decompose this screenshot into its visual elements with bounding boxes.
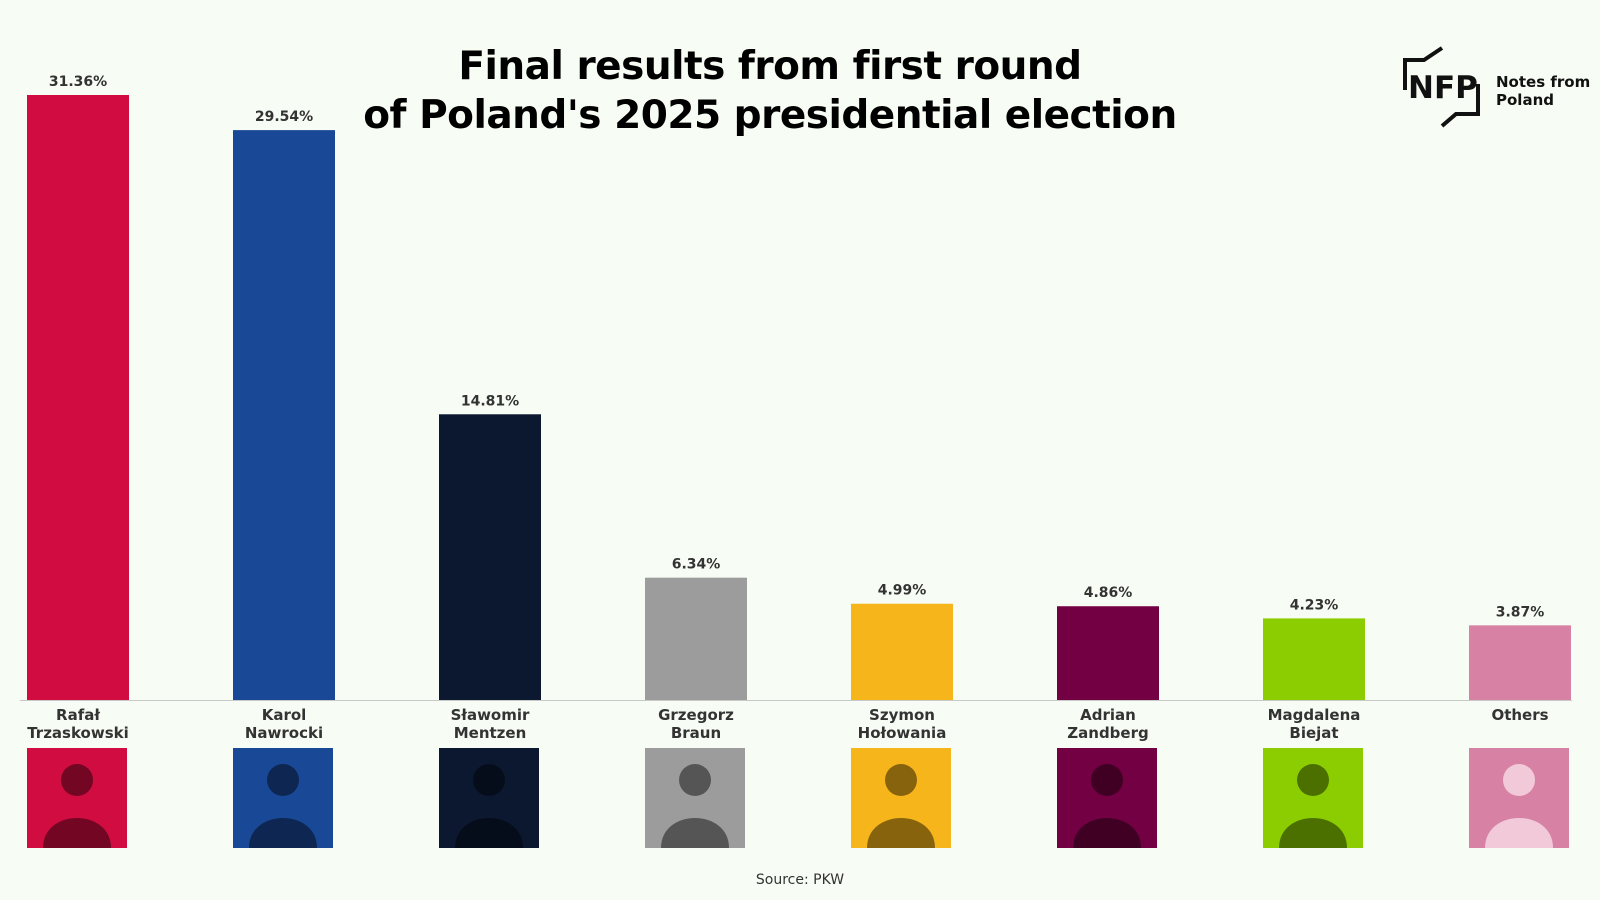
- category-label: Others: [1491, 706, 1548, 724]
- chart-title: Final results from first round of Poland…: [330, 42, 1210, 140]
- bar-value-label: 31.36%: [49, 74, 107, 90]
- category-label: Biejat: [1289, 724, 1338, 742]
- person-body-icon: [43, 818, 111, 848]
- person-head-icon: [1297, 764, 1329, 796]
- category-label: Grzegorz: [658, 706, 734, 724]
- candidate-photo: [27, 748, 127, 848]
- bar-value-label: 4.86%: [1084, 585, 1133, 601]
- person-head-icon: [885, 764, 917, 796]
- person-head-icon: [61, 764, 93, 796]
- candidate-photo: [1057, 748, 1157, 848]
- logo-name-line-1: Notes from: [1496, 73, 1591, 91]
- bar: [233, 130, 335, 701]
- category-label: Nawrocki: [245, 724, 323, 742]
- category-label: Szymon: [869, 706, 935, 724]
- bar-value-label: 4.23%: [1290, 597, 1339, 613]
- person-head-icon: [267, 764, 299, 796]
- bar-value-label: 14.81%: [461, 393, 519, 409]
- bar: [439, 414, 541, 700]
- bar-value-label: 29.54%: [255, 109, 313, 125]
- title-line-2: of Poland's 2025 presidential election: [363, 93, 1177, 138]
- candidate-photo: [233, 748, 333, 848]
- bar: [1469, 625, 1571, 700]
- category-label: Braun: [671, 724, 721, 742]
- category-label: Karol: [262, 706, 307, 724]
- nfp-logo-text: Notes from Poland: [1496, 73, 1590, 109]
- category-label: Sławomir: [451, 706, 530, 724]
- person-head-icon: [679, 764, 711, 796]
- logo-name-line-2: Poland: [1496, 91, 1554, 109]
- category-label: Zandberg: [1067, 724, 1148, 742]
- person-body-icon: [867, 818, 935, 848]
- person-body-icon: [1279, 818, 1347, 848]
- bar-value-label: 6.34%: [672, 557, 721, 573]
- title-line-1: Final results from first round: [458, 44, 1082, 89]
- person-head-icon: [473, 764, 505, 796]
- candidate-photo: [645, 748, 745, 848]
- category-label: Hołowania: [858, 724, 947, 742]
- person-body-icon: [455, 818, 523, 848]
- candidate-photo: [851, 748, 951, 848]
- person-head-icon: [1091, 764, 1123, 796]
- person-body-icon: [249, 818, 317, 848]
- nfp-logo-mark-icon: NFP: [1403, 46, 1480, 128]
- nfp-logo-mark-text: NFP: [1408, 70, 1478, 106]
- bar: [27, 95, 129, 700]
- person-body-icon: [1485, 818, 1553, 848]
- category-label: Trzaskowski: [27, 724, 129, 742]
- nfp-logo: NFP Notes from Poland: [1402, 46, 1590, 132]
- bar-value-label: 3.87%: [1496, 604, 1545, 620]
- bar: [1057, 606, 1159, 700]
- candidate-photo: [1263, 748, 1363, 848]
- category-label: Adrian: [1080, 706, 1136, 724]
- source-note: Source: PKW: [755, 872, 845, 888]
- bar-value-label: 4.99%: [878, 583, 927, 599]
- category-label: Magdalena: [1268, 706, 1361, 724]
- person-head-icon: [1503, 764, 1535, 796]
- bar: [851, 603, 953, 700]
- category-label: Mentzen: [454, 724, 527, 742]
- category-label: Rafał: [56, 706, 100, 724]
- person-body-icon: [661, 818, 729, 848]
- bar: [645, 577, 747, 700]
- candidate-photo: [439, 748, 539, 848]
- person-body-icon: [1073, 818, 1141, 848]
- bar: [1263, 618, 1365, 700]
